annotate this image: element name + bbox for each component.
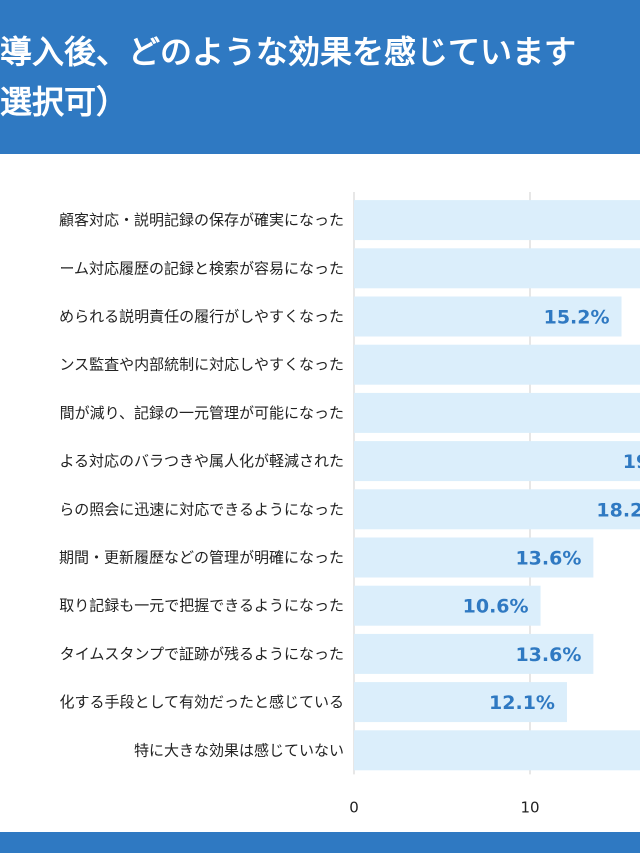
bar-7 xyxy=(354,537,594,578)
category-label-7: 期間・更新履歴などの管理が明確になった xyxy=(59,549,344,567)
chart-title-line-1: 導入後、どのような効果を感じています xyxy=(0,33,577,71)
value-label-6: 18.2% xyxy=(596,499,640,521)
category-label-9: タイムスタンプで証跡が残るようになった xyxy=(60,645,344,663)
category-label-10: 化する手段として有効だったと感じている xyxy=(59,693,344,711)
category-label-1: ーム対応履歴の記録と検索が容易になった xyxy=(59,259,344,277)
category-label-11: 特に大きな効果は感じていない xyxy=(134,741,344,759)
x-tick-label-0: 0 xyxy=(349,798,359,816)
bar-chart: 顧客対応・説明記録の保存が確実になったーム対応履歴の記録と検索が容易になった24… xyxy=(59,192,640,816)
bar-11 xyxy=(354,730,640,771)
bar-2 xyxy=(354,296,622,337)
category-label-4: 間が減り、記録の一元管理が可能になった xyxy=(60,404,344,422)
value-label-10: 12.1% xyxy=(489,692,555,714)
category-label-0: 顧客対応・説明記録の保存が確実になった xyxy=(59,211,344,229)
category-label-2: められる説明責任の履行がしやすくなった xyxy=(59,308,344,326)
bar-8 xyxy=(354,585,541,626)
bar-6 xyxy=(354,489,640,530)
bar-5 xyxy=(354,441,640,482)
x-tick-label-1: 10 xyxy=(520,798,539,816)
value-label-2: 15.2% xyxy=(544,307,610,329)
bar-1 xyxy=(354,248,640,289)
bar-3 xyxy=(354,344,640,385)
value-label-8: 10.6% xyxy=(463,596,529,618)
value-label-9: 13.6% xyxy=(515,644,581,666)
category-label-3: ンス監査や内部統制に対応しやすくなった xyxy=(59,356,344,374)
bar-10 xyxy=(354,682,567,723)
category-label-6: らの照会に迅速に対応できるようになった xyxy=(59,500,344,518)
bar-9 xyxy=(354,633,594,674)
category-label-5: よる対応のバラつきや属人化が軽減された xyxy=(59,452,344,470)
value-label-7: 13.6% xyxy=(515,548,581,570)
bar-0 xyxy=(354,200,640,241)
bar-4 xyxy=(354,392,640,433)
chart-header: 導入後、どのような効果を感じています 選択可） xyxy=(0,0,640,154)
value-label-5: 19.7% xyxy=(623,451,640,473)
footer-bar xyxy=(0,832,640,853)
chart-title-line-2: 選択可） xyxy=(0,83,129,121)
category-label-8: 取り記録も一元で把握できるようになった xyxy=(59,597,344,615)
